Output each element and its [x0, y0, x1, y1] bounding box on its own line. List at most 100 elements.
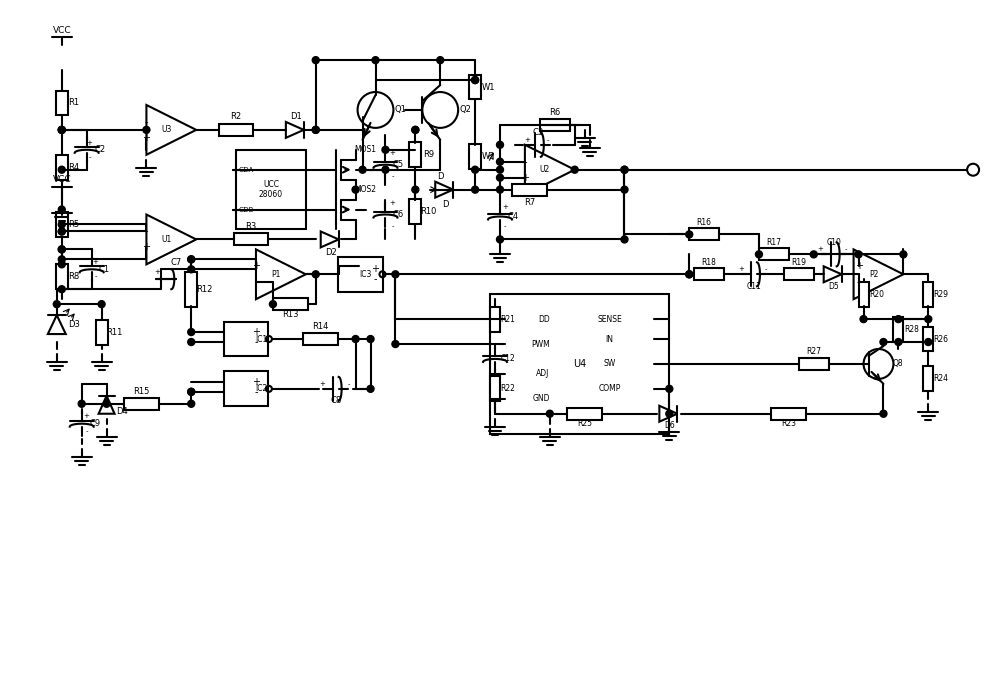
FancyBboxPatch shape [219, 124, 253, 136]
FancyBboxPatch shape [689, 228, 719, 240]
Circle shape [58, 126, 65, 133]
FancyBboxPatch shape [469, 74, 481, 99]
Circle shape [412, 126, 419, 133]
Circle shape [188, 256, 195, 263]
Text: P1: P1 [271, 270, 281, 279]
Text: MOS2: MOS2 [355, 185, 377, 194]
Text: +: + [142, 242, 150, 253]
Text: -: - [88, 154, 91, 160]
Text: R17: R17 [766, 238, 781, 247]
Text: GDB: GDB [238, 207, 254, 212]
Circle shape [58, 246, 65, 253]
Text: W2: W2 [481, 152, 495, 161]
Circle shape [472, 186, 479, 193]
Circle shape [860, 316, 867, 323]
Circle shape [571, 167, 578, 174]
Circle shape [472, 76, 479, 83]
Circle shape [188, 256, 195, 263]
Text: D: D [437, 172, 443, 181]
Text: ADJ: ADJ [536, 369, 550, 378]
Circle shape [188, 328, 195, 335]
Circle shape [312, 57, 319, 64]
Circle shape [367, 335, 374, 343]
Text: +: + [252, 327, 260, 337]
Text: -: - [145, 226, 148, 237]
FancyBboxPatch shape [409, 142, 421, 167]
FancyBboxPatch shape [859, 282, 869, 307]
Circle shape [497, 158, 503, 165]
FancyBboxPatch shape [567, 408, 602, 420]
Text: R14: R14 [313, 321, 329, 330]
FancyBboxPatch shape [759, 248, 789, 260]
Circle shape [497, 186, 503, 193]
Text: R3: R3 [245, 222, 257, 231]
FancyBboxPatch shape [409, 199, 421, 224]
Text: -: - [145, 117, 148, 127]
Text: C4: C4 [507, 212, 519, 221]
Text: R29: R29 [934, 289, 949, 298]
Text: +: + [738, 266, 744, 272]
FancyBboxPatch shape [490, 294, 669, 434]
Text: GND: GND [532, 394, 550, 403]
Text: SW: SW [603, 359, 616, 369]
Text: R4: R4 [68, 163, 79, 172]
Circle shape [312, 126, 319, 133]
Text: R2: R2 [230, 112, 242, 121]
Circle shape [359, 167, 366, 174]
Text: D2: D2 [325, 248, 337, 257]
Text: -: - [254, 278, 258, 287]
Text: +: + [252, 262, 260, 271]
Text: D: D [442, 200, 448, 209]
Circle shape [412, 126, 419, 133]
Text: -: - [254, 337, 258, 347]
Text: C8: C8 [330, 396, 341, 405]
Text: C6: C6 [393, 210, 404, 219]
Text: -: - [547, 137, 549, 143]
Circle shape [58, 246, 65, 253]
Text: -: - [391, 223, 394, 230]
Circle shape [58, 126, 65, 133]
FancyBboxPatch shape [799, 358, 829, 370]
Circle shape [621, 236, 628, 243]
Circle shape [686, 231, 693, 238]
FancyBboxPatch shape [185, 272, 197, 307]
Circle shape [58, 126, 65, 133]
Text: C7: C7 [171, 258, 182, 266]
Circle shape [372, 57, 379, 64]
Circle shape [686, 271, 693, 278]
Text: C9: C9 [89, 419, 100, 428]
Text: VCC: VCC [52, 26, 71, 35]
FancyBboxPatch shape [694, 269, 724, 280]
Text: -: - [844, 246, 847, 253]
Text: R18: R18 [702, 258, 717, 266]
Text: +: + [524, 137, 530, 143]
Circle shape [666, 385, 673, 392]
Text: P2: P2 [869, 270, 878, 279]
Text: COMP: COMP [598, 384, 621, 393]
Text: +: + [502, 203, 508, 210]
Text: -: - [857, 278, 860, 287]
Text: U2: U2 [540, 165, 550, 174]
Text: +: + [252, 377, 260, 387]
Text: SENSE: SENSE [597, 314, 622, 323]
Circle shape [103, 400, 110, 407]
Circle shape [269, 301, 276, 307]
Text: R6: R6 [549, 108, 560, 117]
Circle shape [58, 261, 65, 268]
Circle shape [312, 271, 319, 278]
FancyBboxPatch shape [303, 333, 338, 345]
Text: C2: C2 [94, 145, 105, 154]
FancyBboxPatch shape [784, 269, 814, 280]
Circle shape [188, 389, 195, 396]
FancyBboxPatch shape [273, 298, 308, 310]
Circle shape [188, 389, 195, 396]
Circle shape [546, 410, 553, 417]
Circle shape [621, 186, 628, 193]
Circle shape [53, 301, 60, 307]
FancyBboxPatch shape [923, 282, 933, 307]
Circle shape [895, 316, 902, 323]
Text: R16: R16 [697, 218, 712, 227]
Text: -: - [391, 174, 394, 180]
Text: R28: R28 [904, 325, 919, 334]
FancyBboxPatch shape [512, 184, 547, 196]
